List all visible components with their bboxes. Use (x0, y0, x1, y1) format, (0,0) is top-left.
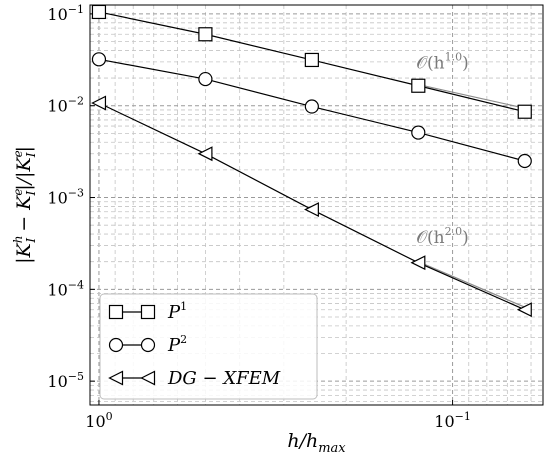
y-tick-label: 10−3 (47, 187, 84, 208)
data-point (198, 71, 213, 87)
slope-annotation: 𝒪(h2.0) (416, 225, 468, 248)
data-point (197, 146, 213, 162)
x-tick-label: 100 (85, 410, 112, 431)
legend-label: P2 (167, 333, 187, 356)
series-1 (91, 4, 532, 119)
series-3 (91, 95, 532, 318)
legend-label: P1 (167, 300, 187, 323)
legend-marker (140, 304, 156, 320)
legend: P1 P2 DG − XFEM (99, 293, 318, 400)
data-point (304, 99, 319, 114)
data-point (411, 78, 426, 93)
x-tick-label: 10−1 (434, 410, 471, 431)
reference-slope-line (418, 261, 525, 308)
legend-entry: P1 (108, 300, 187, 323)
y-tick-label: 10−1 (47, 3, 84, 24)
legend-entry: DG − XFEM (108, 368, 281, 389)
data-point (91, 52, 107, 67)
legend-marker (108, 304, 124, 320)
plot-frame (89, 4, 544, 406)
slope-annotations: 𝒪(h1.0) 𝒪(h2.0) (416, 51, 468, 248)
y-tick-label: 10−2 (47, 95, 84, 116)
data-point (517, 153, 532, 169)
legend-marker (140, 370, 156, 386)
slope-annotation: 𝒪(h1.0) (416, 51, 468, 74)
data-point (198, 27, 213, 42)
data-point (517, 104, 532, 119)
axis-ticks: 100 10−1 10−1 10−2 10−3 10−4 10−5 (47, 3, 470, 431)
legend-label: DG − XFEM (167, 368, 281, 389)
data-point (304, 52, 319, 68)
y-axis-label: |KhI − KeI|/|KeI| (11, 146, 38, 264)
y-tick-label: 10−4 (47, 278, 84, 299)
legend-marker (108, 337, 124, 353)
data-point (410, 255, 426, 271)
reference-slopes (418, 83, 525, 308)
data-point (304, 202, 319, 218)
data-series (91, 4, 532, 318)
legend-marker (140, 337, 156, 353)
data-point (91, 95, 107, 111)
x-axis-label: h/hmax (287, 430, 346, 456)
reference-slope-line (418, 83, 525, 109)
legend-marker (108, 370, 124, 386)
legend-entry: P2 (108, 333, 187, 356)
data-point (516, 302, 532, 318)
data-point (91, 4, 107, 20)
y-tick-label: 10−5 (47, 370, 84, 391)
series-2 (91, 52, 532, 169)
data-point (411, 125, 426, 140)
